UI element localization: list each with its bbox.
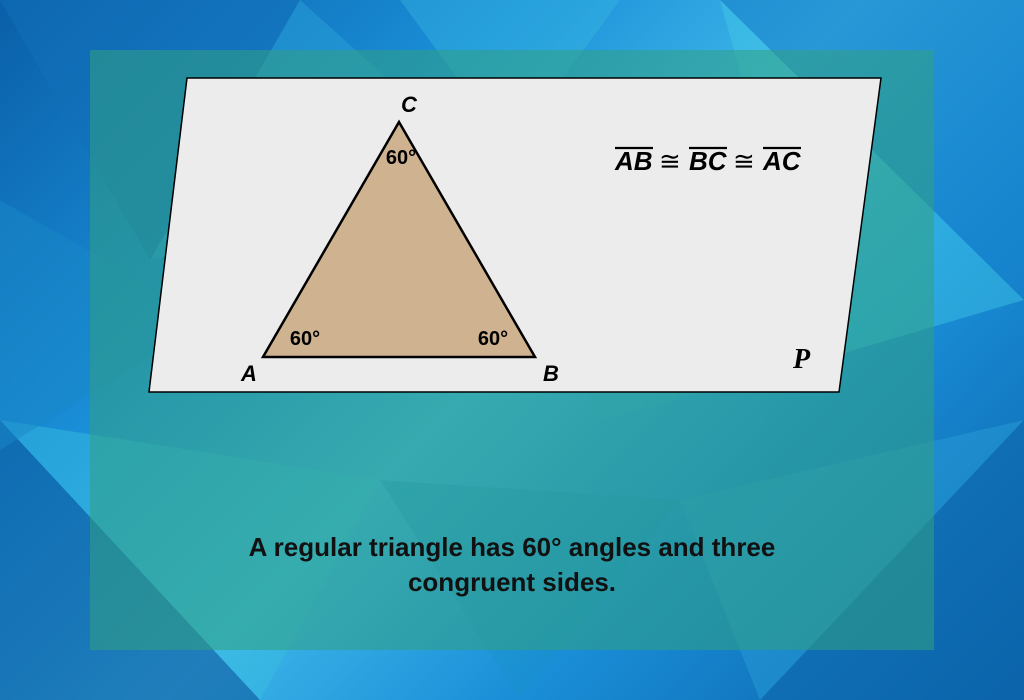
svg-text:AC: AC <box>762 146 802 176</box>
svg-text:P: P <box>792 344 811 375</box>
svg-text:≅: ≅ <box>733 146 755 176</box>
svg-text:60°: 60° <box>478 328 508 350</box>
svg-text:A: A <box>240 361 257 386</box>
svg-text:C: C <box>401 92 418 117</box>
svg-text:≅: ≅ <box>659 146 681 176</box>
caption-text: A regular triangle has 60° angles and th… <box>0 530 1024 600</box>
svg-text:B: B <box>543 361 559 386</box>
plane-diagram: PABC60°60°60°AB≅BC≅AC <box>145 70 885 400</box>
svg-text:60°: 60° <box>386 147 416 169</box>
svg-text:60°: 60° <box>290 328 320 350</box>
caption-line2: congruent sides. <box>408 567 616 597</box>
svg-text:AB: AB <box>614 146 653 176</box>
svg-text:BC: BC <box>689 146 728 176</box>
caption-line1: A regular triangle has 60° angles and th… <box>249 532 776 562</box>
